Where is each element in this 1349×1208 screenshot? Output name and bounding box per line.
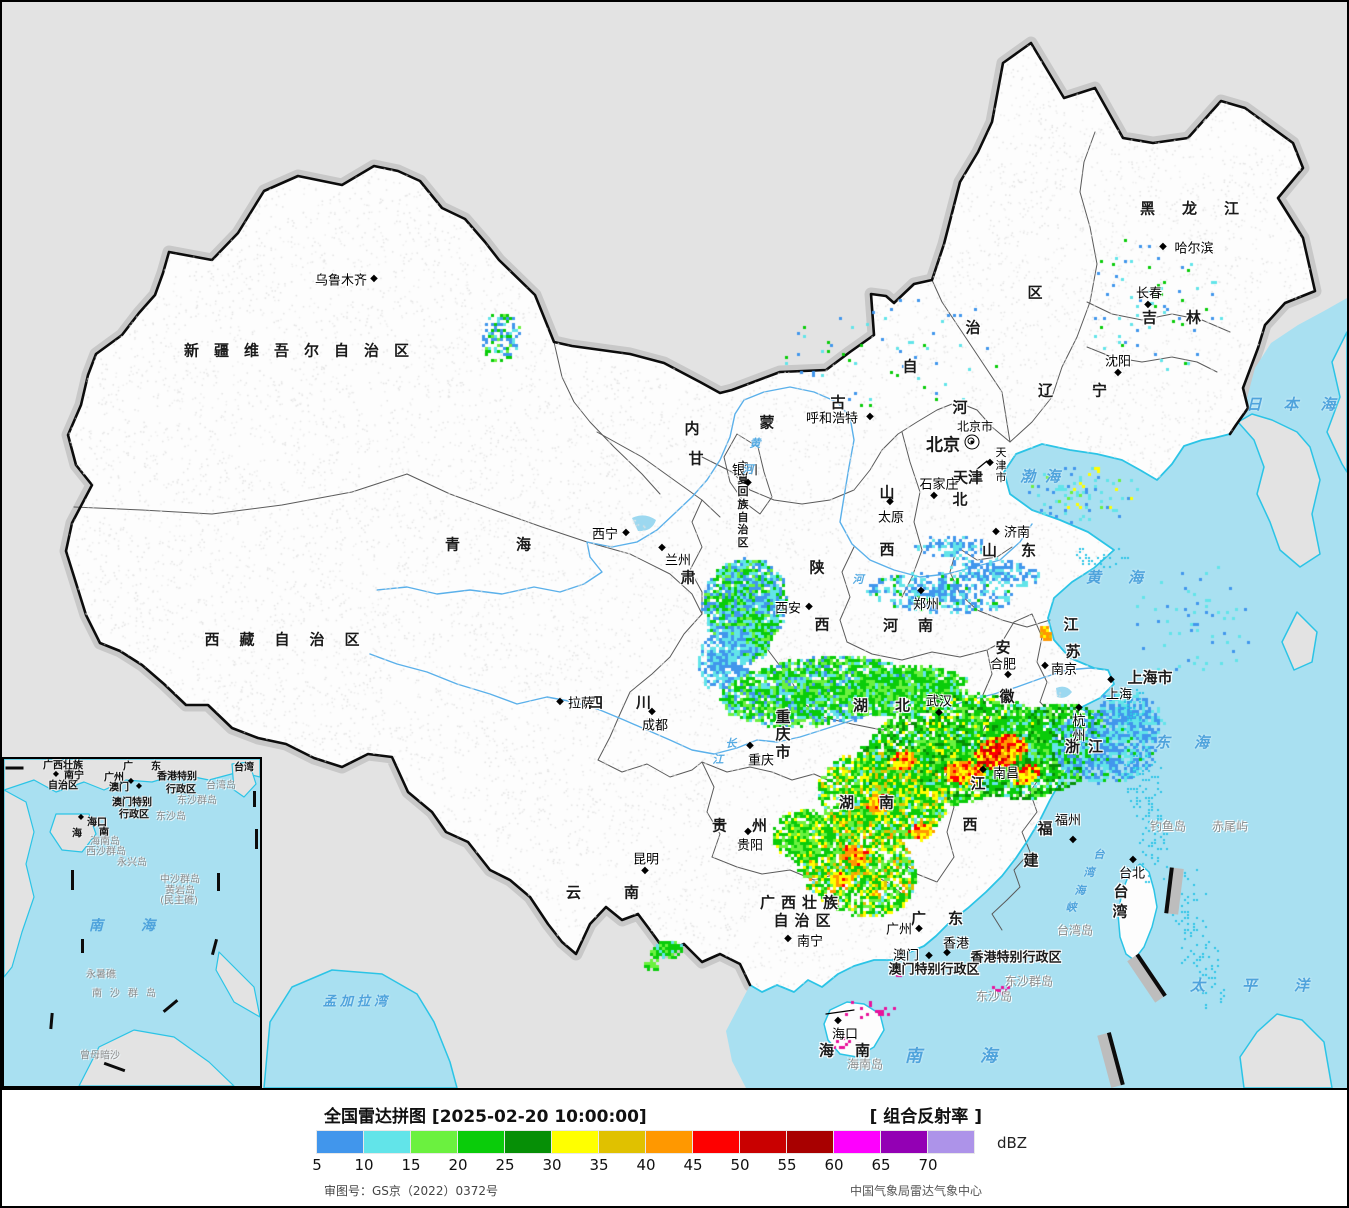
- city-marker: ◆: [935, 707, 943, 718]
- city-marker: ◆: [930, 490, 938, 501]
- scale-cell-55: [786, 1130, 834, 1154]
- city-marker: ◆: [648, 706, 656, 717]
- legend-title: 全国雷达拼图 [2025-02-20 10:00:00]: [324, 1107, 647, 1127]
- scale-tick: 5: [312, 1156, 322, 1174]
- city-marker: ◆: [886, 496, 894, 507]
- city-marker: ◆: [1107, 674, 1115, 685]
- scale-cell-45: [692, 1130, 740, 1154]
- capital-marker-beijing: [964, 434, 980, 450]
- south-china-sea-inset: 广西壮族 自治区 南宁广东广州 香港特别 行政区 澳门 澳门特别 行政区 台湾 海口海南台湾岛 东沙…: [2, 757, 262, 1088]
- scale-tick: 30: [542, 1156, 562, 1174]
- map-review-number: 审图号：GS京（2022）0372号: [324, 1184, 498, 1198]
- legend-unit: dBZ: [997, 1134, 1028, 1152]
- scale-tick: 70: [918, 1156, 938, 1174]
- data-source-credit: 中国气象局雷达气象中心: [849, 1184, 982, 1198]
- city-marker: ◆: [1041, 660, 1049, 671]
- city-marker: ◆: [658, 542, 666, 553]
- inset-city-marker: ◆: [77, 812, 85, 821]
- city-marker: ◆: [784, 933, 792, 944]
- nine-dash-segment: [216, 873, 220, 891]
- city-marker: ◆: [1075, 702, 1083, 713]
- city-marker: ◆: [925, 950, 933, 961]
- china-radar-map: 新疆维吾尔自治区 西藏自治区 青海甘肃四川 云南 贵州重 庆 市湖北 湖南 河南 山东山西陕西…: [2, 2, 1347, 1090]
- nine-dash-segment: [254, 829, 258, 849]
- scale-cell-70: [927, 1130, 975, 1154]
- city-marker: ◆: [992, 526, 1000, 537]
- city-marker: ◆: [744, 826, 752, 837]
- inset-city-marker: ◆: [52, 769, 60, 778]
- nine-dash-segment: [80, 939, 84, 953]
- scale-tick: 50: [730, 1156, 750, 1174]
- city-marker: ◆: [917, 585, 925, 596]
- inset-city-marker: ◆: [127, 776, 135, 785]
- city-marker: ◆: [556, 696, 564, 707]
- city-marker: ◆: [1004, 669, 1012, 680]
- city-marker: ◆: [1144, 299, 1152, 310]
- scale-cell-60: [833, 1130, 881, 1154]
- scale-cell-15: [410, 1130, 458, 1154]
- scale-cell-30: [551, 1130, 599, 1154]
- scale-cell-65: [880, 1130, 928, 1154]
- scale-tick: 40: [636, 1156, 656, 1174]
- scale-cell-25: [504, 1130, 552, 1154]
- scale-tick: 25: [495, 1156, 515, 1174]
- scale-cell-35: [598, 1130, 646, 1154]
- scale-tick: 65: [871, 1156, 891, 1174]
- scale-tick: 10: [354, 1156, 374, 1174]
- nine-dash-segment: [5, 766, 23, 770]
- scale-tick: 35: [589, 1156, 609, 1174]
- scale-tick: 20: [448, 1156, 468, 1174]
- scale-cell-40: [645, 1130, 693, 1154]
- city-marker: ◆: [915, 923, 923, 934]
- inset-geography: [4, 759, 260, 1086]
- legend-panel: 全国雷达拼图 [2025-02-20 10:00:00] [ 组合反射率 ] d…: [2, 1090, 1347, 1206]
- scale-cell-5: [316, 1130, 364, 1154]
- city-marker: ◆: [641, 865, 649, 876]
- scale-tick: 55: [777, 1156, 797, 1174]
- nine-dash-segment: [70, 870, 74, 890]
- city-marker: ◆: [979, 764, 987, 775]
- city-marker: ◆: [622, 527, 630, 538]
- legend-product-name: [ 组合反射率 ]: [869, 1107, 982, 1127]
- reflectivity-color-scale: [316, 1130, 975, 1154]
- city-marker: ◆: [943, 947, 951, 958]
- inset-city-marker: ◆: [135, 781, 143, 790]
- scale-tick: 45: [683, 1156, 703, 1174]
- city-marker: ◆: [744, 477, 752, 488]
- nine-dash-segment: [252, 791, 256, 807]
- city-marker: ◆: [866, 411, 874, 422]
- city-marker: ◆: [986, 457, 994, 468]
- scale-cell-20: [457, 1130, 505, 1154]
- city-marker: ◆: [1114, 367, 1122, 378]
- city-marker: ◆: [805, 601, 813, 612]
- scale-tick: 15: [401, 1156, 421, 1174]
- scale-cell-10: [363, 1130, 411, 1154]
- city-marker: ◆: [1159, 241, 1167, 252]
- city-marker: ◆: [1069, 834, 1077, 845]
- scale-cell-50: [739, 1130, 787, 1154]
- city-marker: ◆: [834, 1015, 842, 1026]
- city-marker: ◆: [746, 740, 754, 751]
- city-marker: ◆: [1129, 854, 1137, 865]
- city-marker: ◆: [370, 273, 378, 284]
- scale-tick: 60: [824, 1156, 844, 1174]
